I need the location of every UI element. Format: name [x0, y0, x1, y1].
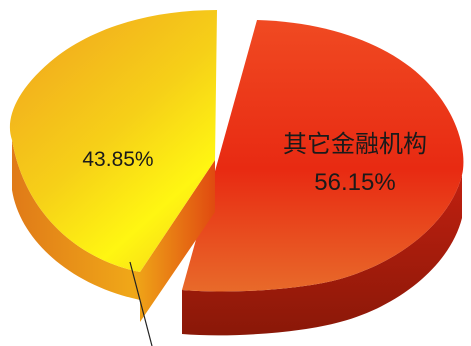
pie-slice-2	[182, 20, 464, 292]
pie-slice-1	[9, 10, 218, 272]
slice-label-2-percent: 56.15%	[314, 169, 395, 196]
slice-label-2-name: 其它金融机构	[283, 131, 427, 158]
pie-slice-side-1	[12, 140, 215, 322]
leader-line	[129, 261, 153, 346]
pie-slice-side-2	[182, 175, 462, 336]
slice-label-1-percent: 43.85%	[82, 148, 153, 171]
